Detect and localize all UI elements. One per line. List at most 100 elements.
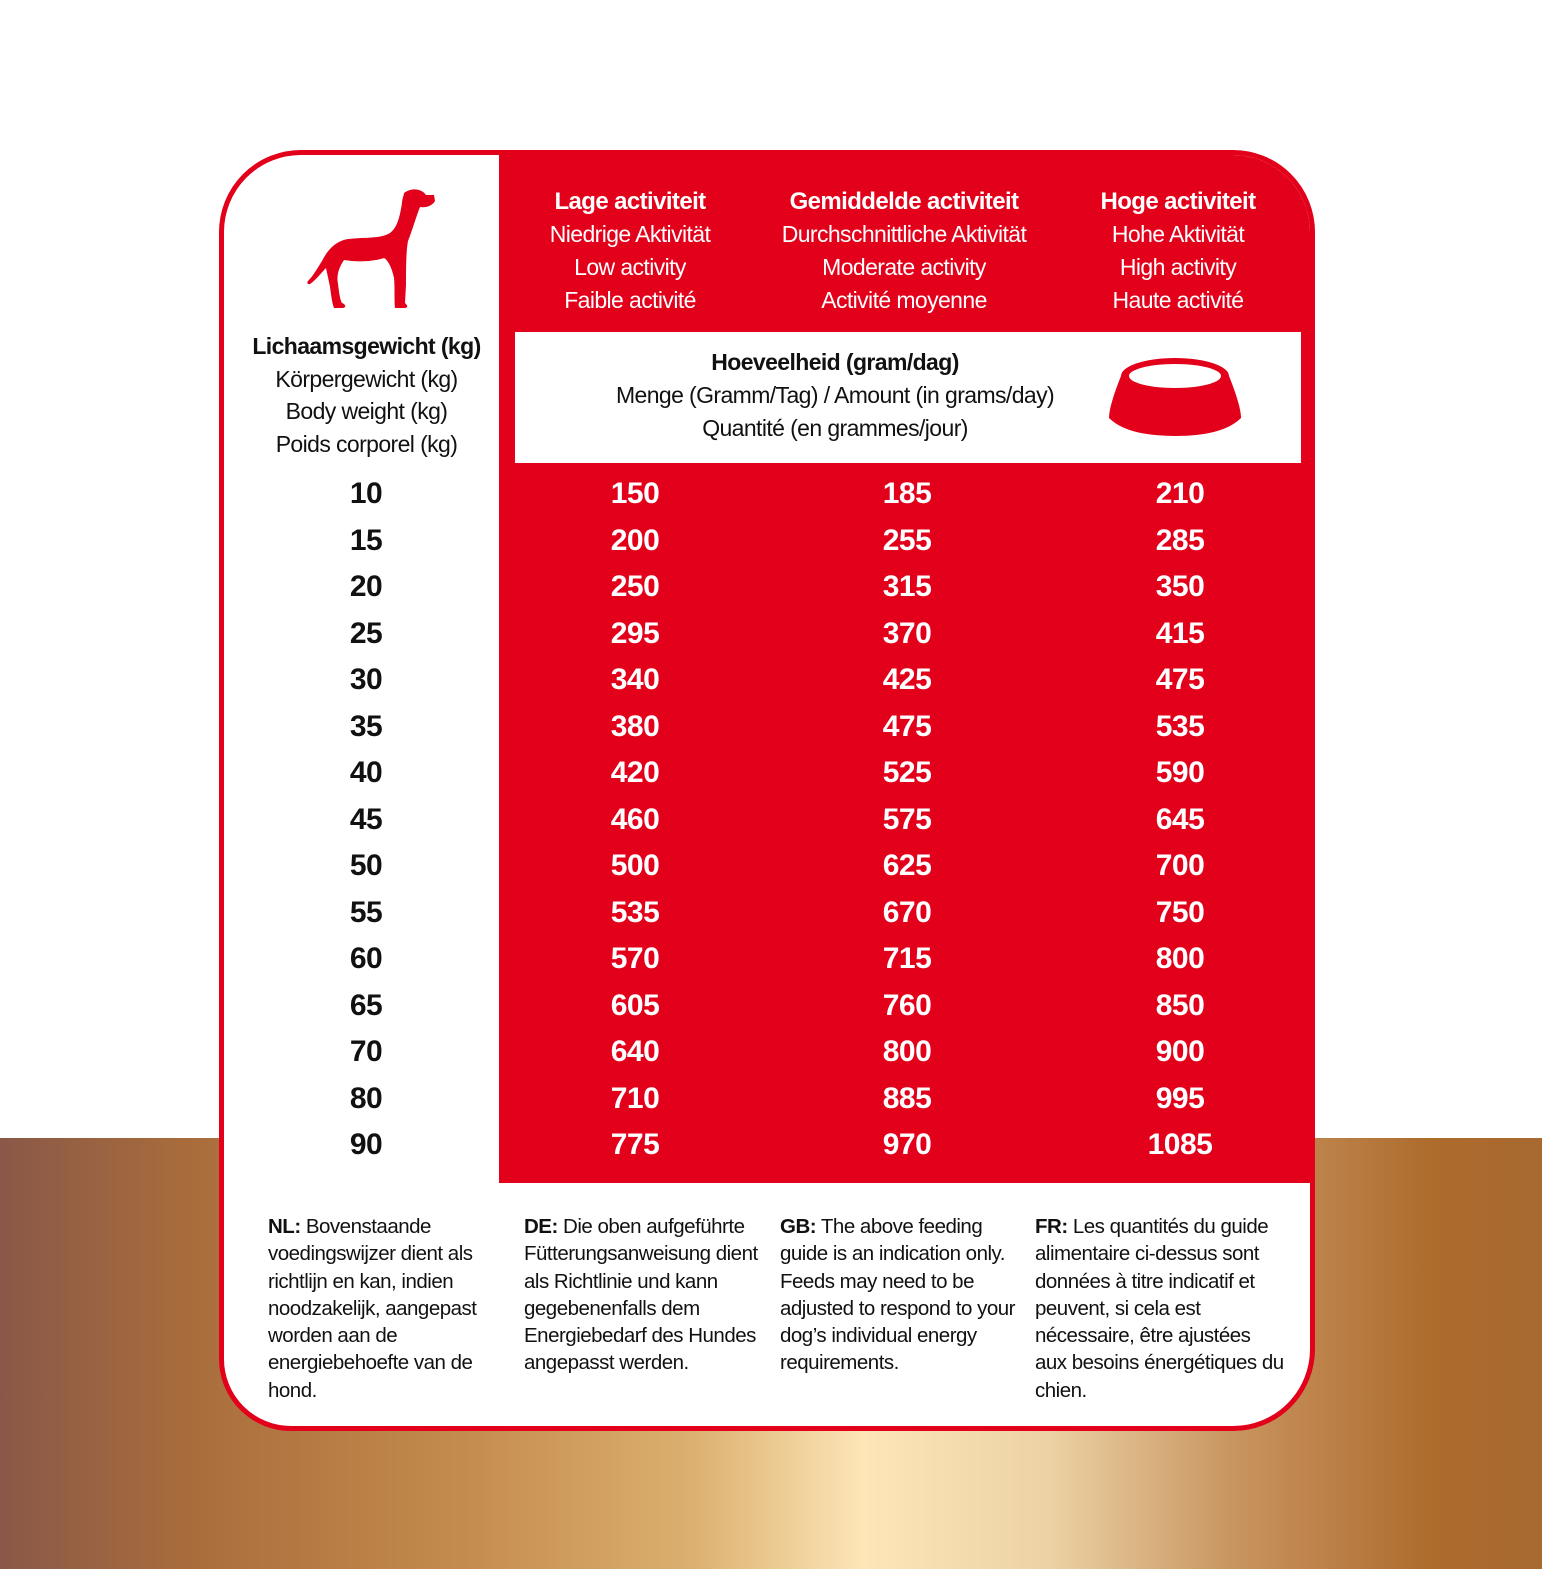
dog-silhouette-icon [307, 189, 435, 308]
body-weight-cell: 20 [349, 570, 383, 603]
header-low-gb: Low activity [574, 254, 686, 280]
table-row: 15 200 255 285 [224, 523, 1310, 570]
high-activity-amount-cell: 995 [1155, 1081, 1205, 1115]
high-activity-amount-cell: 850 [1155, 988, 1205, 1022]
header-high-nl: Hoge activiteit [1100, 188, 1256, 215]
high-activity-amount-cell: 285 [1155, 523, 1205, 557]
table-row: 65 605 760 850 [224, 988, 1310, 1035]
low-activity-amount-cell: 500 [610, 849, 660, 882]
table-row: 55 535 670 750 [224, 895, 1310, 942]
body-weight-header: Lichaamsgewicht (kg) Körpergewicht (kg) … [224, 330, 509, 460]
note-de-text: Die oben aufgeführte Fütterungsanweisung… [524, 1215, 758, 1375]
header-low-fr: Faible activité [564, 287, 696, 313]
header-high-de: Hohe Aktivität [1111, 221, 1245, 247]
low-activity-amount-cell: 710 [610, 1081, 660, 1115]
high-activity-amount-cell: 475 [1155, 663, 1205, 696]
high-activity-amount-cell: 900 [1155, 1035, 1205, 1068]
low-activity-amount-cell: 420 [610, 756, 660, 789]
note-nl-text: Bovenstaande voedingswijzer dient als ri… [268, 1215, 477, 1402]
moderate-activity-amount-cell: 715 [882, 942, 932, 975]
feeding-table-card: Lichaamsgewicht (kg) Körpergewicht (kg) … [219, 150, 1315, 1431]
low-activity-amount-cell: 640 [610, 1035, 660, 1068]
body-weight-cell: 15 [349, 523, 383, 557]
header-moderate-fr: Activité moyenne [821, 287, 987, 313]
low-activity-amount-cell: 340 [610, 663, 660, 696]
table-row: 70 640 800 900 [224, 1035, 1310, 1081]
moderate-activity-amount-cell: 670 [882, 895, 932, 929]
table-row: 20 250 315 350 [224, 570, 1310, 616]
note-fr-text: Les quantités du guide alimentaire ci-de… [1035, 1215, 1284, 1402]
moderate-activity-amount-cell: 575 [882, 802, 932, 836]
note-gb-text: The above feeding guide is an indication… [780, 1215, 1015, 1375]
food-bowl-icon [1109, 358, 1241, 436]
header-low-de: Niedrige Aktivität [549, 221, 711, 247]
body-weight-cell: 70 [349, 1035, 383, 1068]
high-activity-amount-cell: 535 [1155, 709, 1205, 743]
moderate-activity-amount-cell: 425 [882, 663, 932, 696]
low-activity-amount-cell: 200 [610, 523, 660, 557]
weight-header-gb: Body weight (kg) [285, 398, 448, 424]
table-row: 45 460 575 645 [224, 802, 1310, 849]
header-high-activity: Hoge activiteit Hohe Aktivität High acti… [1028, 185, 1310, 317]
body-weight-cell: 90 [349, 1128, 383, 1161]
note-fr-label: FR: [1035, 1215, 1068, 1238]
low-activity-amount-cell: 535 [610, 895, 660, 929]
high-activity-amount-cell: 590 [1155, 756, 1205, 789]
header-high-fr: Haute activité [1112, 287, 1245, 313]
note-de: DE: Die oben aufgeführte Fütterungsanwei… [524, 1213, 774, 1377]
moderate-activity-amount-cell: 185 [882, 477, 932, 510]
moderate-activity-amount-cell: 475 [882, 709, 932, 743]
body-weight-cell: 30 [349, 663, 383, 696]
weight-header-de: Körpergewicht (kg) [275, 365, 458, 392]
moderate-activity-amount-cell: 800 [882, 1035, 932, 1068]
body-weight-cell: 25 [349, 616, 383, 650]
table-row: 35 380 475 535 [224, 709, 1310, 756]
header-low-activity: Lage activiteit Niedrige Aktivität Low a… [480, 185, 780, 317]
moderate-activity-amount-cell: 970 [882, 1128, 932, 1161]
body-weight-cell: 10 [349, 477, 383, 510]
table-row: 60 570 715 800 [224, 942, 1310, 988]
body-weight-cell: 65 [349, 988, 383, 1022]
high-activity-amount-cell: 750 [1155, 895, 1205, 929]
table-row: 90 775 970 1085 [224, 1128, 1310, 1174]
high-activity-amount-cell: 350 [1155, 570, 1205, 603]
amount-header-de-gb: Menge (Gramm/Tag) / Amount (in grams/day… [615, 382, 1055, 408]
body-weight-cell: 80 [349, 1081, 383, 1115]
weight-header-fr: Poids corporel (kg) [275, 430, 458, 457]
body-weight-cell: 45 [349, 802, 383, 836]
note-gb: GB: The above feeding guide is an indica… [780, 1213, 1030, 1377]
low-activity-amount-cell: 775 [610, 1128, 660, 1161]
moderate-activity-amount-cell: 625 [882, 849, 932, 882]
table-row: 50 500 625 700 [224, 849, 1310, 895]
header-moderate-de: Durchschnittliche Aktivität [781, 221, 1027, 247]
high-activity-amount-cell: 645 [1155, 802, 1205, 836]
header-moderate-nl: Gemiddelde activiteit [789, 188, 1019, 215]
note-de-label: DE: [524, 1215, 558, 1238]
moderate-activity-amount-cell: 315 [882, 570, 932, 603]
note-nl-label: NL: [268, 1215, 301, 1238]
moderate-activity-amount-cell: 525 [882, 756, 932, 789]
low-activity-amount-cell: 150 [610, 477, 660, 510]
high-activity-amount-cell: 210 [1155, 477, 1205, 510]
body-weight-cell: 50 [349, 849, 383, 882]
table-row: 10 150 185 210 [224, 477, 1310, 523]
header-high-gb: High activity [1119, 254, 1237, 280]
low-activity-amount-cell: 460 [610, 802, 660, 836]
header-low-nl: Lage activiteit [554, 188, 706, 215]
amount-header-fr: Quantité (en grammes/jour) [702, 415, 968, 441]
high-activity-amount-cell: 415 [1155, 616, 1205, 650]
table-row: 25 295 370 415 [224, 616, 1310, 663]
body-weight-cell: 60 [349, 942, 383, 975]
header-moderate-gb: Moderate activity [822, 254, 986, 280]
body-weight-cell: 40 [349, 756, 383, 789]
amount-header-nl: Hoeveelheid (gram/dag) [711, 349, 959, 375]
body-weight-cell: 55 [349, 895, 383, 929]
high-activity-amount-cell: 1085 [1147, 1128, 1213, 1161]
moderate-activity-amount-cell: 760 [882, 988, 932, 1022]
low-activity-amount-cell: 605 [610, 988, 660, 1022]
body-weight-cell: 35 [349, 709, 383, 743]
note-gb-label: GB: [780, 1215, 817, 1238]
weight-header-nl: Lichaamsgewicht (kg) [252, 333, 481, 359]
table-row: 80 710 885 995 [224, 1081, 1310, 1128]
low-activity-amount-cell: 295 [610, 616, 660, 650]
